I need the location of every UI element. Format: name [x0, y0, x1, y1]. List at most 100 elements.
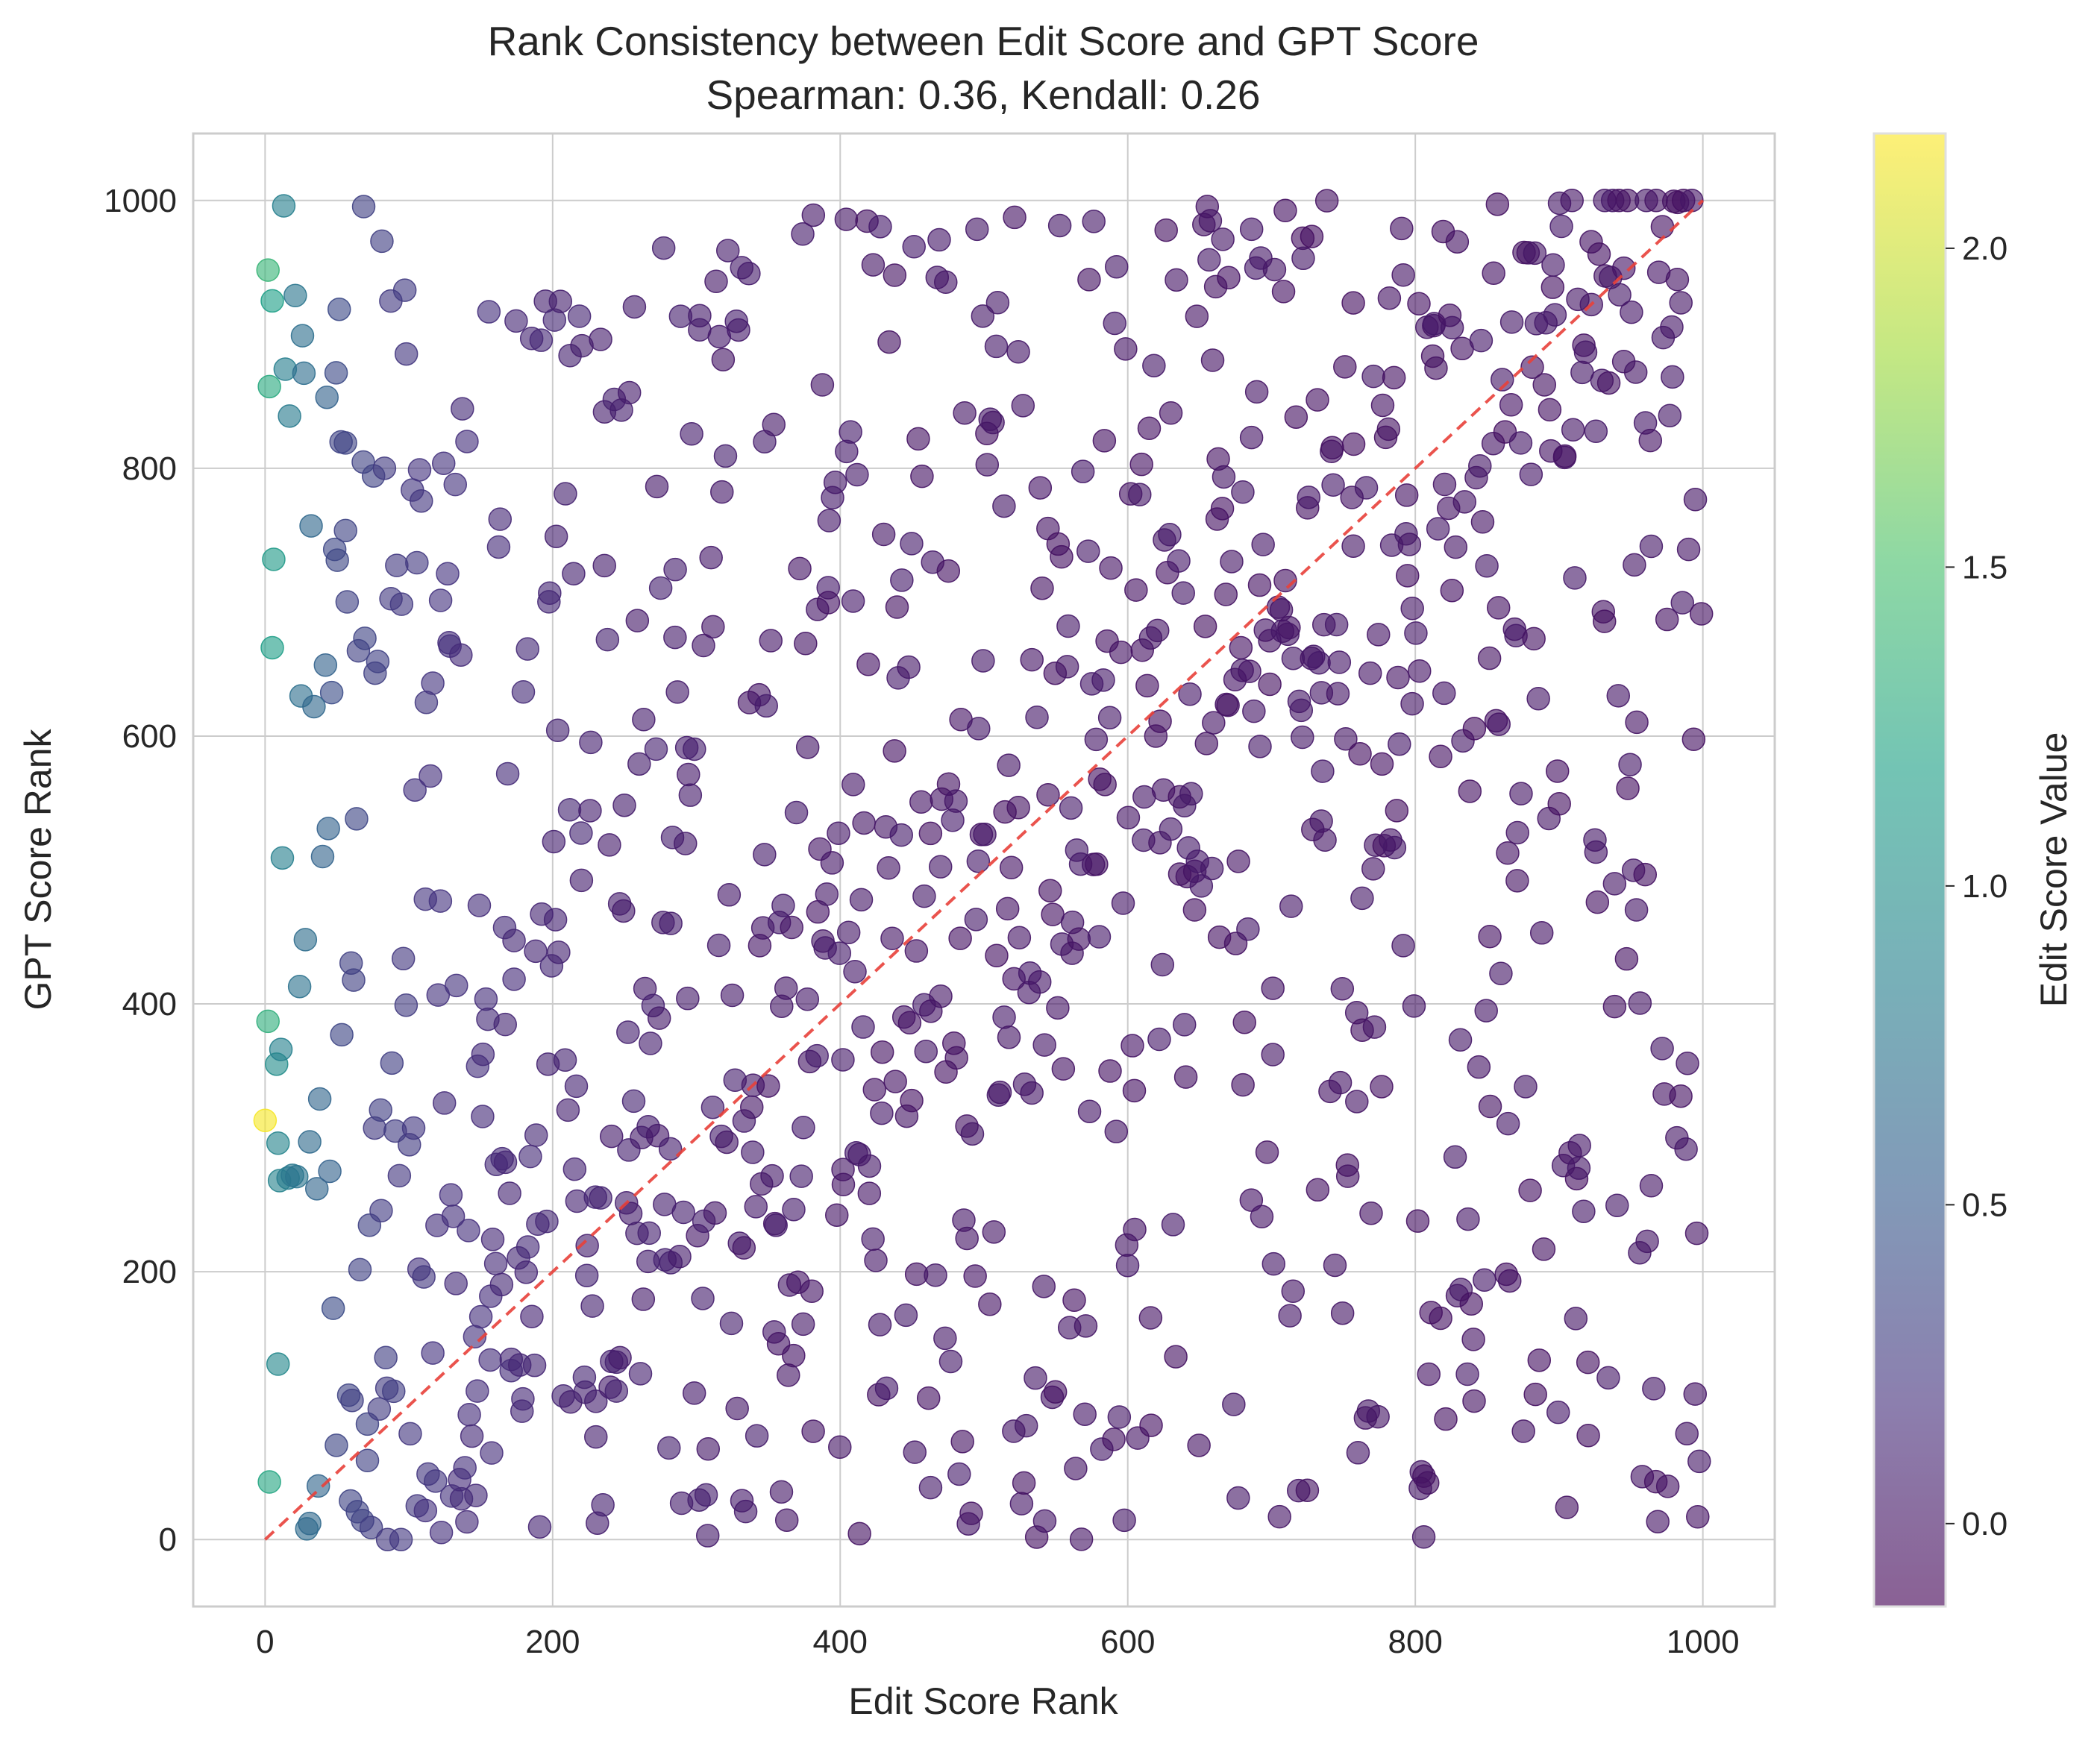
scatter-point	[1142, 354, 1166, 377]
scatter-point	[1633, 862, 1658, 887]
scatter-point	[948, 926, 972, 950]
scatter-point	[1391, 263, 1415, 287]
scatter-point	[1239, 1188, 1264, 1212]
scatter-point	[927, 227, 951, 252]
scatter-point	[1458, 779, 1482, 803]
scatter-point	[1655, 607, 1679, 632]
scatter-point	[959, 1501, 983, 1525]
colorbar-tick-label: 0.5	[1962, 1187, 2007, 1223]
scatter-point	[851, 1015, 875, 1039]
scatter-point	[1231, 480, 1255, 504]
scatter-point	[1200, 348, 1225, 372]
scatter-point	[292, 361, 316, 386]
diagonal-reference-line	[264, 199, 1704, 1541]
scatter-point	[366, 650, 390, 673]
scatter-point	[774, 1508, 799, 1532]
scatter-point	[1261, 976, 1285, 1000]
scatter-point	[1242, 699, 1266, 723]
scatter-point	[1429, 1306, 1452, 1331]
scatter-point	[820, 851, 844, 875]
scatter-point	[293, 928, 318, 952]
scatter-point	[1683, 488, 1708, 512]
colorbar-tick-label: 2.0	[1962, 230, 2007, 267]
scatter-point	[374, 1345, 398, 1370]
scatter-point	[410, 489, 433, 513]
scatter-point	[1669, 1084, 1693, 1108]
scatter-point	[369, 1199, 393, 1223]
scatter-point	[1077, 1099, 1102, 1123]
scatter-point	[1482, 261, 1505, 286]
scatter-point	[439, 1183, 463, 1207]
scatter-point	[325, 1433, 348, 1457]
scatter-point	[657, 1436, 681, 1460]
scatter-point	[861, 1227, 885, 1251]
x-tick-label: 400	[813, 1624, 868, 1660]
scatter-point	[370, 229, 394, 254]
scatter-point	[1395, 564, 1420, 588]
scatter-point	[906, 427, 930, 451]
scatter-point	[1214, 582, 1238, 606]
scatter-point	[801, 203, 826, 227]
scatter-point	[827, 941, 852, 965]
scatter-point	[1159, 817, 1183, 841]
scatter-point	[1386, 665, 1410, 690]
scatter-point	[1006, 795, 1030, 820]
scatter-point	[1639, 1174, 1664, 1198]
chart-subtitle: Spearman: 0.36, Kendall: 0.26	[706, 72, 1260, 118]
scatter-point	[823, 471, 847, 494]
scatter-point	[894, 1303, 918, 1328]
scatter-point	[569, 868, 594, 893]
scatter-point	[1496, 1111, 1520, 1136]
scatter-point	[319, 680, 344, 705]
scatter-point	[1549, 214, 1573, 239]
scatter-point	[1335, 1164, 1360, 1188]
scatter-point	[256, 1009, 280, 1034]
scatter-point	[335, 590, 360, 614]
scatter-point	[310, 844, 335, 869]
scatter-point	[382, 1379, 406, 1404]
scatter-point	[1341, 291, 1365, 315]
scatter-point	[290, 324, 315, 348]
scatter-point	[1620, 300, 1643, 324]
y-tick-label: 800	[122, 450, 177, 487]
scatter-point	[1097, 706, 1122, 729]
scatter-point	[1469, 328, 1493, 353]
scatter-point	[1189, 874, 1214, 898]
scatter-point	[1499, 392, 1523, 417]
scatter-point	[1676, 537, 1701, 562]
scatter-point	[1405, 1209, 1430, 1233]
scatter-point	[1198, 209, 1223, 233]
scatter-point	[1038, 879, 1062, 902]
scatter-point	[777, 1363, 800, 1387]
scatter-points	[253, 189, 1714, 1551]
scatter-point	[466, 1379, 489, 1403]
scatter-point	[843, 959, 867, 984]
y-tick-label: 400	[122, 986, 177, 1023]
scatter-point	[792, 1115, 815, 1140]
scatter-point	[1327, 650, 1352, 674]
scatter-point	[391, 946, 416, 971]
scatter-point	[1267, 1504, 1291, 1529]
scatter-point	[769, 1480, 794, 1504]
scatter-point	[1129, 452, 1153, 477]
scatter-point	[421, 1341, 445, 1365]
scatter-point	[562, 562, 586, 585]
scatter-point	[676, 986, 700, 1011]
scatter-point	[325, 548, 349, 572]
scatter-point	[1658, 403, 1682, 427]
scatter-point	[1576, 1424, 1600, 1448]
scatter-point	[841, 773, 865, 797]
scatter-point	[1226, 1486, 1250, 1510]
scatter-point	[928, 855, 953, 879]
scatter-point	[1326, 682, 1350, 706]
scatter-point	[1527, 1348, 1552, 1372]
scatter-point	[1050, 544, 1073, 569]
scatter-point	[1084, 727, 1109, 752]
scatter-point	[1147, 1027, 1171, 1052]
scatter-point	[1625, 710, 1649, 735]
scatter-point	[1028, 476, 1053, 500]
scatter-point	[682, 1381, 706, 1405]
scatter-point	[304, 1177, 329, 1201]
scatter-point	[1623, 360, 1648, 384]
scatter-point	[847, 1521, 871, 1546]
